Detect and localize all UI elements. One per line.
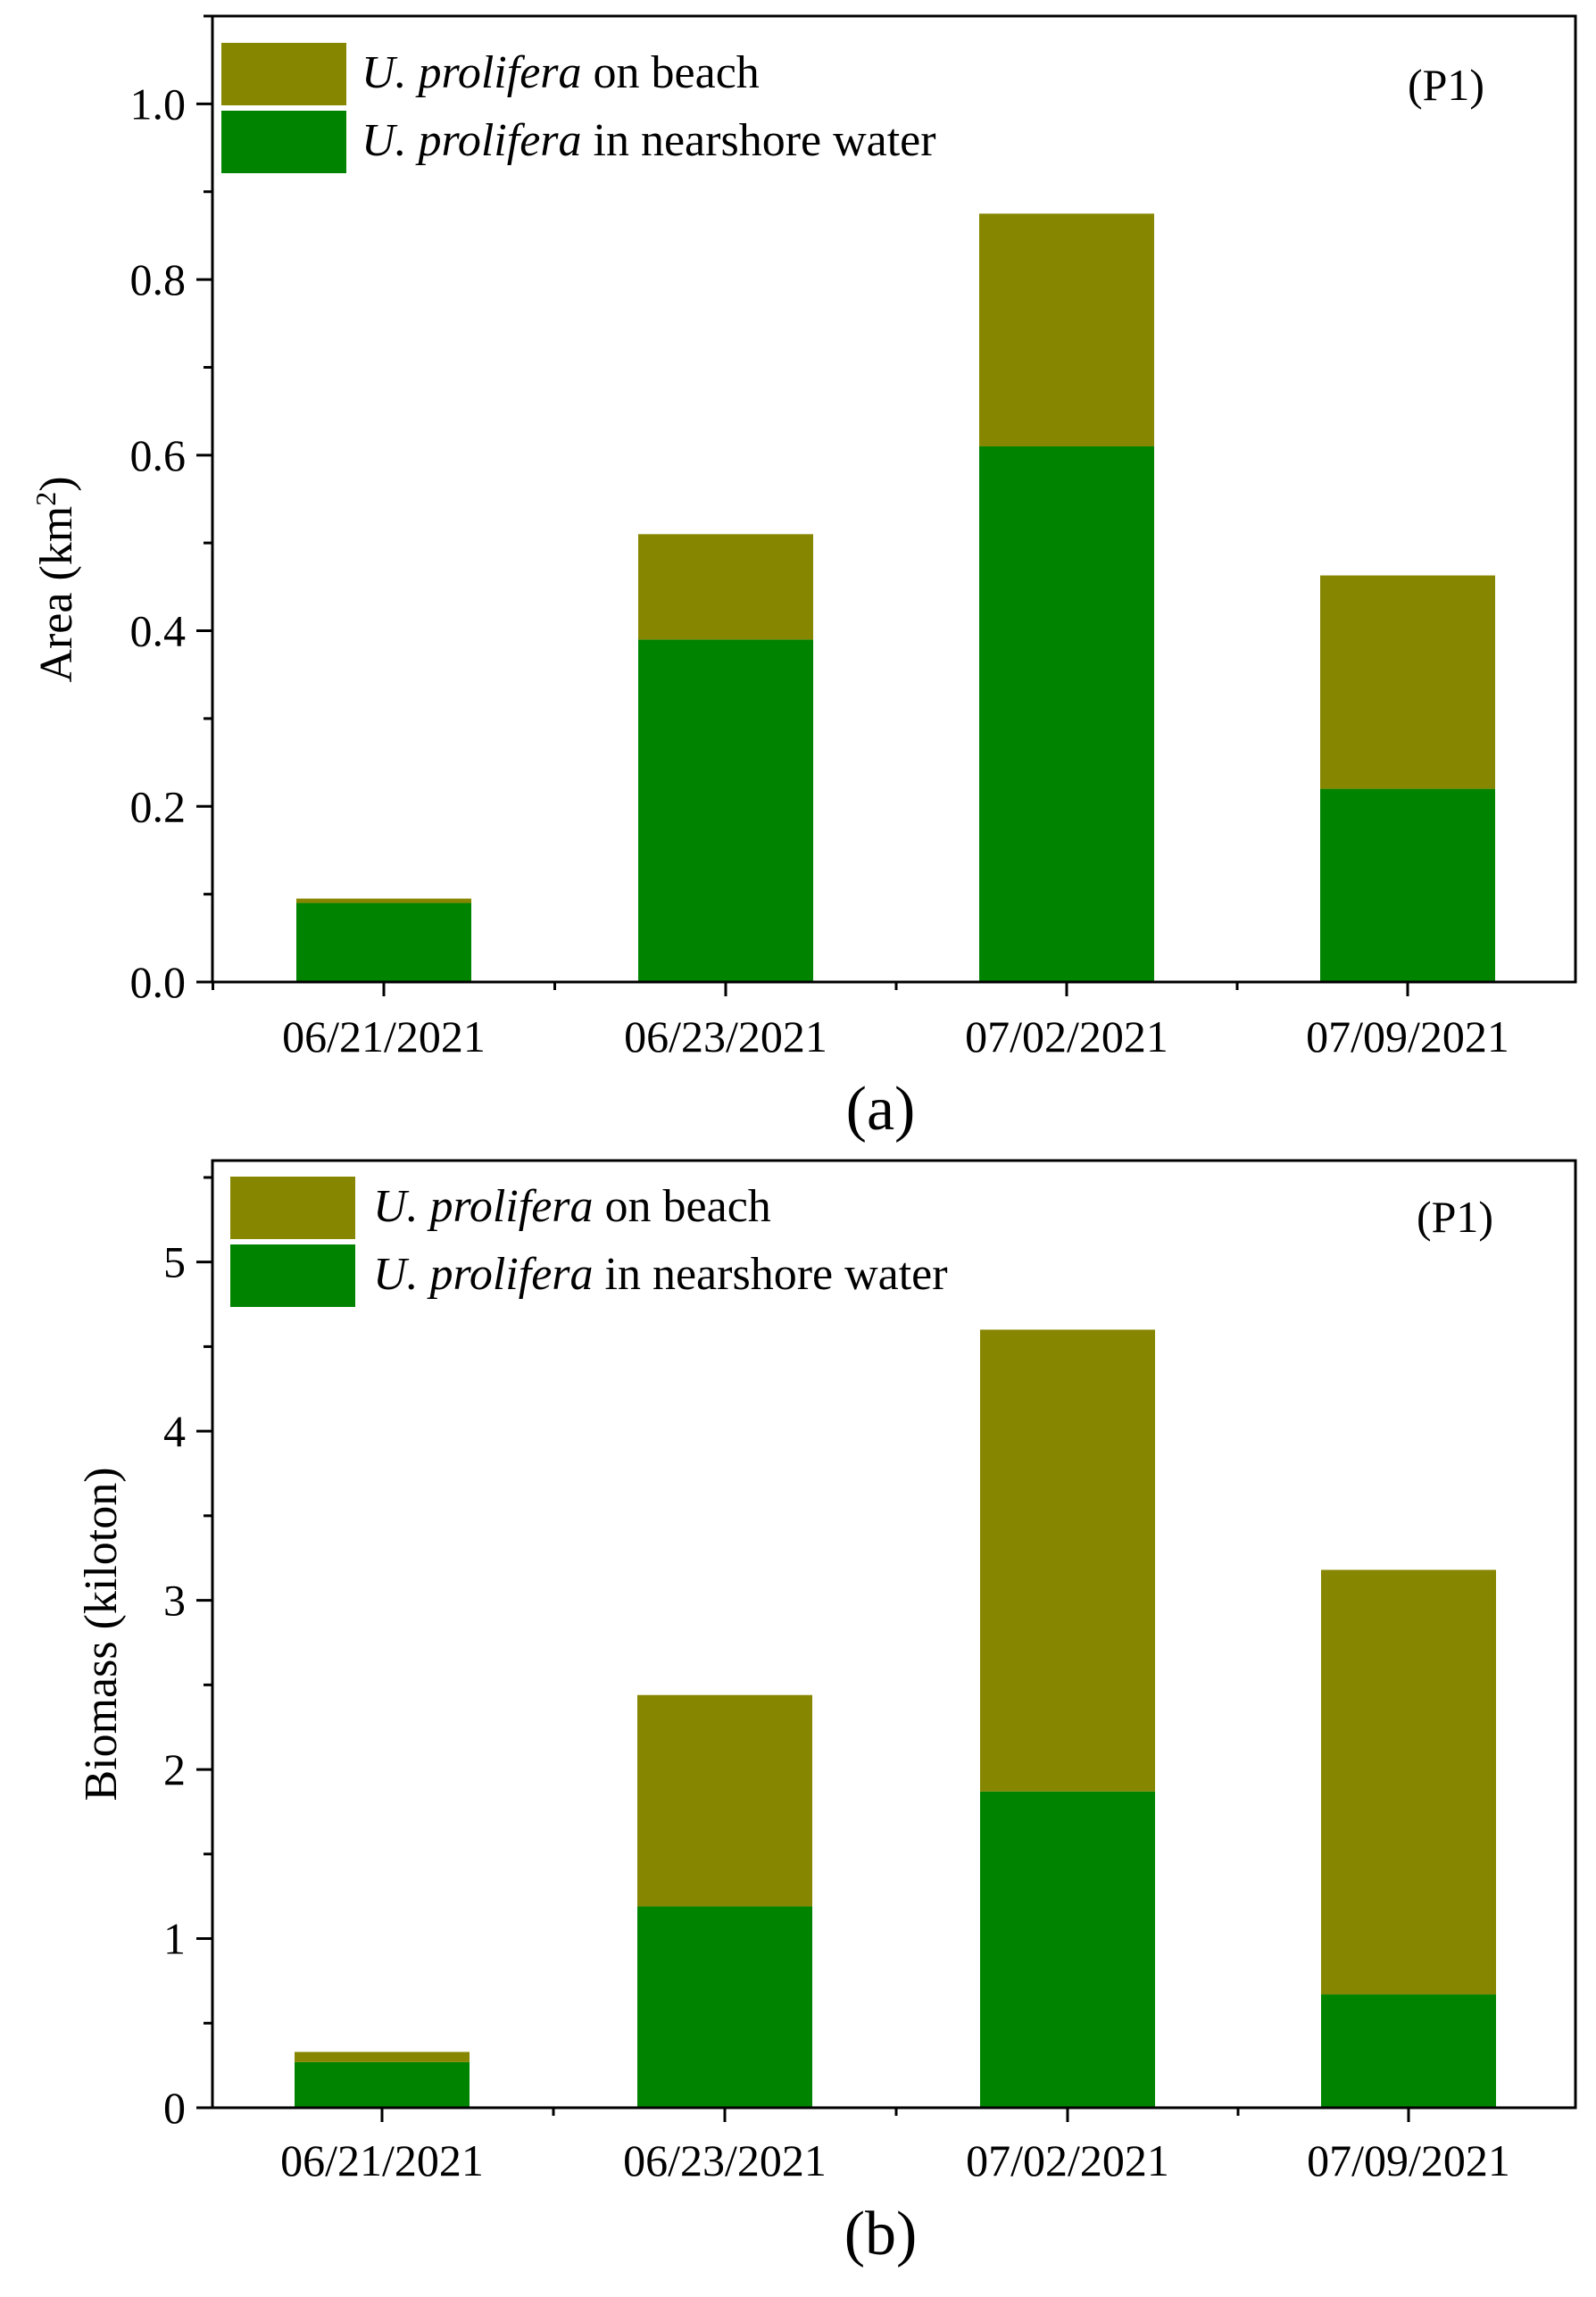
y-tick-label: 0.0 — [130, 957, 187, 1007]
y-tick-label: 1.0 — [130, 79, 187, 129]
y-tick-label: 0.8 — [130, 254, 187, 304]
y-tick-label: 3 — [163, 1576, 186, 1626]
legend: U. prolifera on beach U. prolifera in nea… — [230, 1177, 948, 1307]
bar-beach-1 — [296, 898, 471, 903]
legend-label-water: U. prolifera in nearshore water — [362, 115, 936, 166]
panel-label: (b) — [844, 2200, 918, 2268]
x-tick-label: 07/02/2021 — [965, 1011, 1168, 1061]
bar-beach-1 — [295, 2051, 470, 2062]
bar-beach-4 — [1321, 1569, 1496, 1995]
legend-label-beach: U. prolifera on beach — [373, 1181, 771, 1232]
panel-tag: (P1) — [1408, 60, 1484, 110]
legend-swatch-beach — [221, 43, 346, 105]
x-tick-label: 06/23/2021 — [623, 2135, 827, 2185]
y-tick-label: 0 — [163, 2083, 186, 2133]
y-tick-label: 0.2 — [130, 781, 187, 831]
panel-tag: (P1) — [1417, 1192, 1493, 1242]
bar-water-1 — [295, 2061, 470, 2108]
legend: U. prolifera on beach U. prolifera in nea… — [221, 43, 936, 173]
legend-label-water: U. prolifera in nearshore water — [373, 1249, 948, 1300]
x-tick-label: 07/02/2021 — [966, 2135, 1169, 2185]
y-tick-label: 1 — [163, 1914, 186, 1964]
y-tick-label: 5 — [163, 1237, 186, 1287]
chart-panel-a: 0.0 0.2 0.4 0.6 0.8 1.0 06/21/2021 06/23/2021 07… — [29, 14, 1577, 1144]
bar-water-2 — [637, 1906, 812, 2108]
legend-swatch-water — [221, 111, 346, 173]
y-axis-title: Biomass (kiloton) — [76, 1467, 127, 1801]
y-tick-label: 2 — [163, 1744, 186, 1794]
y-tick-label: 0.4 — [130, 606, 187, 656]
y-tick-label: 0.6 — [130, 430, 187, 480]
bar-beach-2 — [637, 1694, 812, 1907]
chart-panel-b: 0 1 2 3 4 5 06/21/2021 06/23/2021 07/02/2021 07/0… — [76, 1159, 1577, 2268]
x-tick-label: 07/09/2021 — [1307, 2135, 1510, 2185]
x-tick-label: 07/09/2021 — [1306, 1011, 1509, 1061]
y-axis-title: Area (km2) — [29, 476, 82, 682]
x-tick-label: 06/23/2021 — [624, 1011, 827, 1061]
x-tick-label: 06/21/2021 — [282, 1011, 486, 1061]
bar-beach-3 — [980, 1329, 1155, 1792]
bar-water-1 — [296, 903, 471, 982]
plot-frame — [211, 14, 1577, 984]
bar-water-2 — [638, 639, 813, 982]
y-tick-label: 4 — [163, 1406, 186, 1456]
x-tick-label: 06/21/2021 — [280, 2135, 484, 2185]
bar-beach-4 — [1320, 575, 1495, 789]
bar-water-4 — [1320, 788, 1495, 982]
legend-swatch-water — [230, 1244, 355, 1307]
legend-swatch-beach — [230, 1177, 355, 1239]
bar-water-3 — [979, 445, 1154, 982]
legend-label-beach: U. prolifera on beach — [362, 47, 760, 98]
bar-water-3 — [980, 1791, 1155, 2108]
panel-label: (a) — [846, 1075, 916, 1144]
bar-beach-3 — [979, 213, 1154, 446]
bar-water-4 — [1321, 1994, 1496, 2108]
plot-frame — [211, 1159, 1577, 2110]
bar-beach-2 — [638, 534, 813, 640]
